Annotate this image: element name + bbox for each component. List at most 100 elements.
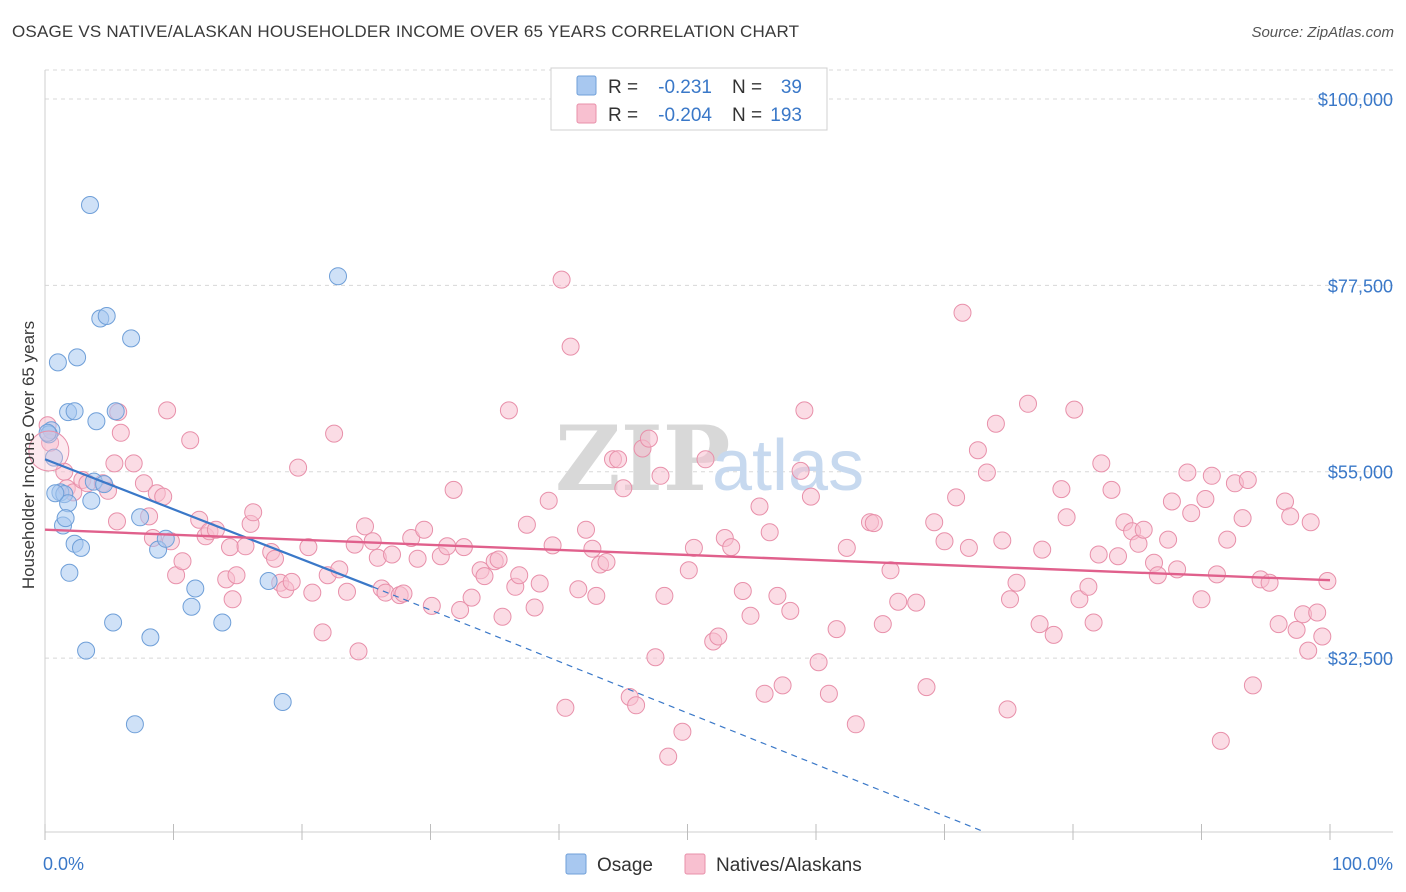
natives-point bbox=[1079, 577, 1098, 596]
natives-point bbox=[313, 623, 332, 642]
natives-point bbox=[244, 503, 263, 522]
osage-point bbox=[46, 484, 65, 503]
natives-point bbox=[1313, 627, 1332, 646]
natives-point bbox=[801, 487, 820, 506]
natives-point bbox=[338, 582, 356, 601]
chart-title: OSAGE VS NATIVE/ALASKAN HOUSEHOLDER INCO… bbox=[12, 22, 800, 41]
natives-point bbox=[1084, 613, 1103, 632]
natives-point bbox=[1033, 540, 1052, 559]
osage-point bbox=[329, 267, 347, 286]
natives-point bbox=[651, 466, 670, 485]
natives-point bbox=[1089, 545, 1108, 564]
natives-point bbox=[158, 401, 177, 420]
natives-point bbox=[1281, 507, 1300, 526]
osage-point bbox=[77, 641, 96, 660]
bottom-legend-label-osage: Osage bbox=[597, 855, 653, 876]
natives-point bbox=[1070, 590, 1089, 609]
legend-n-label-1: N = bbox=[732, 77, 762, 98]
natives-point bbox=[1299, 641, 1318, 660]
natives-point bbox=[1109, 547, 1127, 566]
osage-point bbox=[65, 402, 84, 421]
natives-point bbox=[741, 606, 760, 625]
natives-point bbox=[935, 532, 954, 551]
natives-point bbox=[1269, 615, 1288, 634]
natives-point bbox=[925, 513, 944, 532]
natives-point bbox=[1178, 463, 1197, 482]
natives-point bbox=[684, 538, 703, 557]
osage-point bbox=[186, 579, 205, 598]
natives-point bbox=[993, 531, 1012, 550]
natives-point bbox=[349, 642, 368, 661]
natives-point bbox=[499, 401, 518, 420]
legend-r-label-1: R = bbox=[608, 77, 638, 98]
natives-point bbox=[345, 535, 364, 554]
natives-point bbox=[1301, 513, 1320, 532]
natives-point bbox=[733, 582, 752, 600]
natives-point bbox=[1065, 400, 1084, 419]
bottom-legend: Osage Natives/Alaskans bbox=[565, 853, 862, 876]
natives-point bbox=[583, 539, 602, 558]
natives-point bbox=[1102, 480, 1121, 499]
natives-point bbox=[510, 566, 529, 585]
natives-point bbox=[614, 479, 633, 498]
legend-r-value-1: -0.231 bbox=[658, 77, 712, 98]
legend-box: R = -0.231 N = 39 R = -0.204 N = 193 bbox=[550, 67, 828, 131]
osage-point bbox=[125, 715, 144, 734]
legend-r-value-2: -0.204 bbox=[658, 105, 712, 126]
natives-point bbox=[1238, 471, 1257, 489]
natives-point bbox=[223, 590, 242, 609]
natives-point bbox=[1159, 530, 1178, 549]
natives-point bbox=[1182, 504, 1201, 523]
osage-point bbox=[141, 628, 160, 647]
natives-point bbox=[1007, 573, 1026, 592]
natives-point bbox=[587, 586, 606, 605]
osage-trend-extension bbox=[372, 586, 985, 833]
natives-point bbox=[266, 549, 284, 568]
natives-point bbox=[556, 698, 575, 717]
osage-point bbox=[56, 509, 75, 528]
natives-point bbox=[791, 461, 810, 480]
natives-point bbox=[953, 303, 972, 322]
natives-point bbox=[1001, 590, 1019, 609]
natives-point bbox=[124, 454, 143, 473]
natives-point bbox=[1192, 590, 1211, 609]
natives-point bbox=[577, 520, 595, 539]
natives-point bbox=[1052, 480, 1071, 499]
osage-point bbox=[213, 613, 232, 632]
natives-point bbox=[1202, 466, 1221, 485]
natives-point bbox=[289, 458, 308, 477]
osage-point bbox=[60, 563, 79, 582]
natives-trend-line bbox=[44, 528, 1331, 582]
bottom-legend-swatch-osage bbox=[565, 853, 587, 875]
natives-point bbox=[722, 538, 741, 557]
osage-point bbox=[182, 597, 201, 616]
bottom-legend-label-natives: Natives/Alaskans bbox=[716, 855, 862, 876]
osage-point bbox=[131, 508, 150, 527]
natives-point bbox=[569, 580, 588, 599]
natives-point bbox=[543, 536, 562, 555]
osage-point bbox=[97, 307, 116, 325]
natives-point bbox=[451, 601, 470, 619]
natives-point bbox=[356, 517, 374, 536]
natives-point bbox=[462, 588, 481, 607]
legend-n-value-1: 39 bbox=[781, 77, 802, 98]
natives-point bbox=[679, 561, 698, 580]
osage-point bbox=[82, 491, 101, 510]
natives-point bbox=[489, 550, 508, 569]
natives-point bbox=[968, 441, 987, 460]
osage-trend-line bbox=[44, 458, 374, 588]
natives-point bbox=[639, 429, 658, 448]
osage-point bbox=[48, 353, 67, 372]
natives-point bbox=[303, 583, 322, 602]
natives-point bbox=[750, 497, 769, 516]
watermark-atlas: atlas bbox=[712, 426, 864, 506]
natives-point bbox=[227, 566, 246, 585]
natives-point bbox=[394, 584, 413, 603]
natives-point bbox=[837, 538, 856, 557]
natives-point bbox=[134, 474, 153, 493]
y-tick-label: $55,000 bbox=[1328, 463, 1393, 483]
natives-point bbox=[646, 648, 665, 667]
natives-point bbox=[383, 545, 401, 564]
natives-point bbox=[597, 553, 616, 571]
y-tick-label: $77,500 bbox=[1328, 276, 1393, 296]
